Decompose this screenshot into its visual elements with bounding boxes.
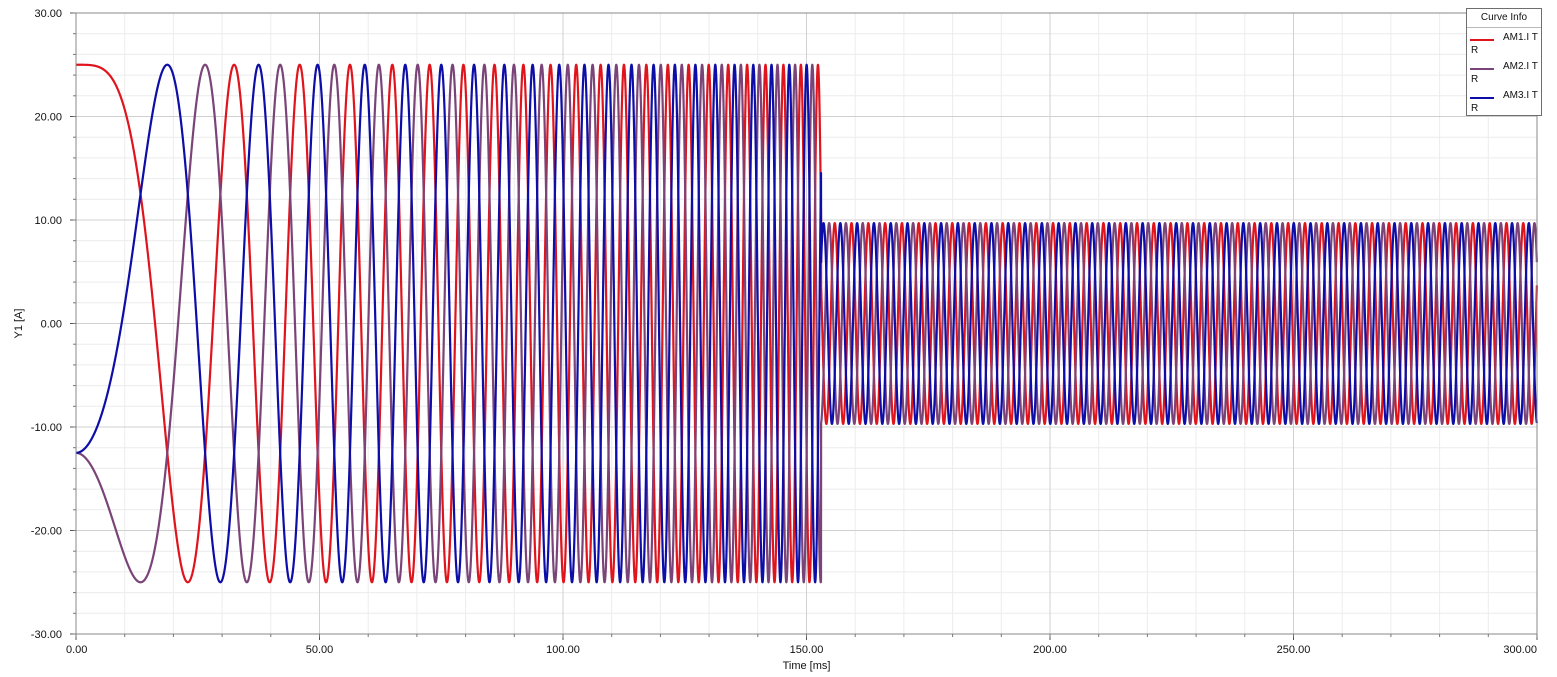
legend: Curve Info AM1.I TR AM2.I TR AM3.I TR [1466,8,1542,116]
tick-labels: 0.00 50.00 100.00 150.00 200.00 250.00 300.00 -… [31,8,1537,656]
legend-entry-label: AM2.I TR [1471,61,1538,85]
x-tick-label: 150.00 [790,644,824,656]
x-tick-label: 0.00 [66,644,87,656]
axis-ticks [70,12,1538,640]
series-layer [75,63,1538,584]
legend-entry: AM1.I TR [1467,28,1541,57]
x-axis-title: Time [ms] [783,660,831,672]
x-tick-label: 300.00 [1503,644,1537,656]
y-tick-label: 20.00 [34,112,62,124]
series-line [75,63,1538,584]
legend-swatch [1470,68,1494,70]
legend-entry-label: AM1.I TR [1471,32,1538,56]
series-line [75,63,1538,584]
x-tick-label: 100.00 [546,644,580,656]
y-tick-label: -10.00 [31,422,62,434]
y-tick-label: -20.00 [31,526,62,538]
x-tick-label: 250.00 [1277,644,1311,656]
y-tick-label: 30.00 [34,8,62,20]
x-tick-label: 200.00 [1033,644,1067,656]
legend-entry: AM2.I TR [1467,57,1541,86]
legend-title: Curve Info [1467,9,1541,28]
y-axis-title: Y1 [A] [13,309,25,339]
legend-entry: AM3.I TR [1467,86,1541,115]
x-tick-label: 50.00 [306,644,334,656]
legend-swatch [1470,97,1494,99]
y-tick-label: -30.00 [31,629,62,641]
y-tick-label: 0.00 [41,319,62,331]
y-tick-label: 10.00 [34,215,62,227]
legend-swatch [1470,39,1494,41]
legend-entry-label: AM3.I TR [1471,90,1538,114]
